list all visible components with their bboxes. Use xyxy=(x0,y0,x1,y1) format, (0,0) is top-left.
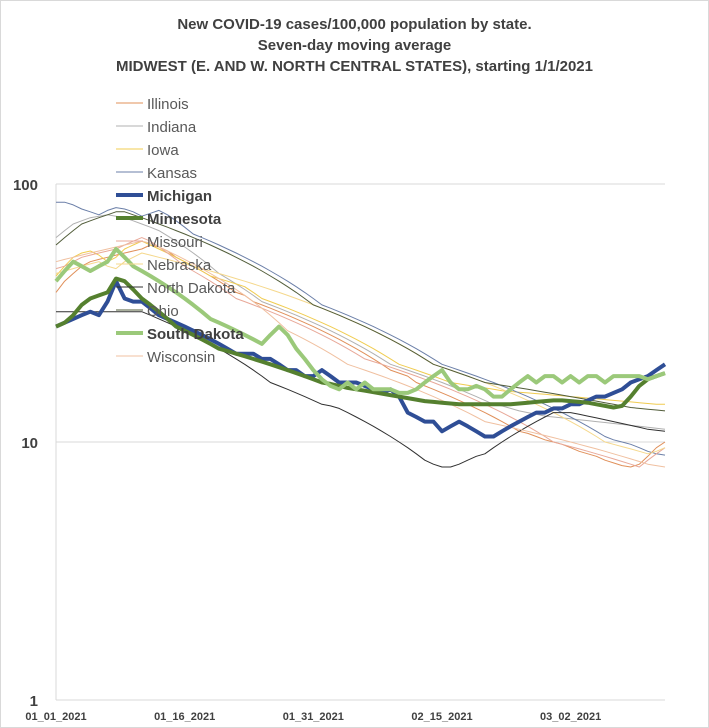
legend-label: Iowa xyxy=(147,142,179,159)
title-line-3: MIDWEST (E. AND W. NORTH CENTRAL STATES)… xyxy=(116,58,593,75)
x-tick-label: 01_16_2021 xyxy=(154,711,215,723)
x-tick-label: 01_31_2021 xyxy=(283,711,344,723)
x-tick-label: 03_02_2021 xyxy=(540,711,601,723)
series-line-iowa xyxy=(55,240,665,405)
legend-label: Minnesota xyxy=(147,211,222,228)
legend-label: Illinois xyxy=(147,96,189,113)
legend-label: South Dakota xyxy=(147,326,244,343)
legend-label: Missouri xyxy=(147,234,203,251)
series-line-wisconsin xyxy=(55,240,666,468)
y-tick-label: 1 xyxy=(30,693,38,710)
series-line-north-dakota xyxy=(56,311,666,468)
y-axis: 1 10 100 xyxy=(13,177,57,710)
legend-label: Nebraska xyxy=(147,257,212,274)
gridlines xyxy=(56,183,665,701)
series-lines xyxy=(54,201,667,468)
series-line-kansas xyxy=(56,201,666,456)
legend-label: North Dakota xyxy=(147,280,236,297)
y-tick-label: 10 xyxy=(21,435,38,452)
series-line-minnesota xyxy=(55,276,666,410)
legend-label: Indiana xyxy=(147,119,197,136)
legend-label: Ohio xyxy=(147,303,179,320)
y-tick-label: 100 xyxy=(13,177,38,194)
title-line-1: New COVID-19 cases/100,000 population by… xyxy=(177,16,532,33)
legend-label: Michigan xyxy=(147,188,212,205)
legend-label: Wisconsin xyxy=(147,349,215,366)
x-tick-label: 01_01_2021 xyxy=(25,711,86,723)
legend: Illinois Indiana Iowa Kansas Michigan Minneso… xyxy=(116,96,244,366)
chart-title: New COVID-19 cases/100,000 population by… xyxy=(0,14,709,77)
x-tick-label: 02_15_2021 xyxy=(411,711,472,723)
series-line-south-dakota xyxy=(54,247,666,399)
title-line-2: Seven-day moving average xyxy=(257,37,452,54)
legend-label: Kansas xyxy=(147,165,197,182)
x-axis: 01_01_2021 01_16_2021 01_31_2021 02_15_2021… xyxy=(25,711,601,723)
series-line-ohio xyxy=(55,211,666,412)
